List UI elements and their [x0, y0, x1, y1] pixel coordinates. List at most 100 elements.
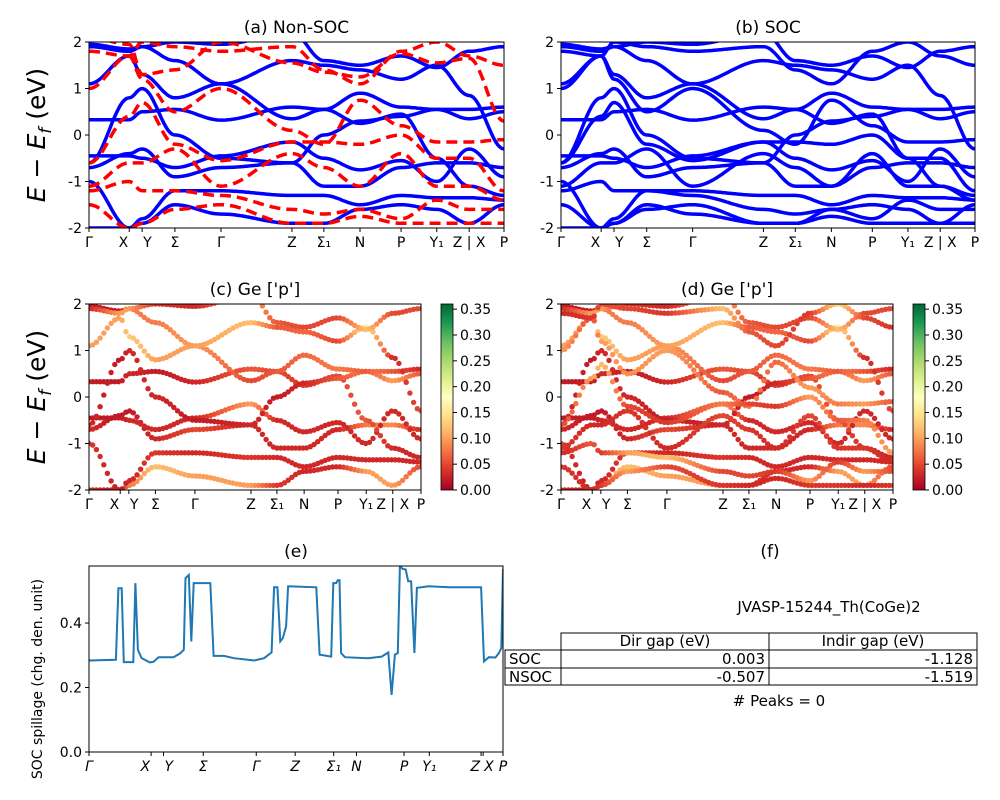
projected-band-point [868, 411, 874, 417]
x-tick-label: N [299, 497, 309, 513]
panel-c-title: (c) Ge ['p'] [210, 280, 300, 300]
red-dashed-band-3 [89, 147, 504, 202]
projected-band-point [403, 379, 409, 385]
projected-band-point [879, 468, 885, 475]
projected-band-point [252, 482, 258, 489]
projected-band-point [868, 482, 874, 489]
projected-band-point [576, 479, 583, 485]
projected-band-point [613, 413, 619, 419]
projected-band-point [753, 371, 760, 377]
projected-band-point [687, 433, 693, 439]
projected-band-point [849, 341, 856, 347]
x-tick-label: Γ [85, 759, 94, 775]
projected-band-point [853, 368, 859, 375]
projected-band-point [812, 396, 819, 402]
colorbar [440, 303, 454, 491]
x-tick-label: N [351, 759, 362, 775]
projected-band-point [374, 427, 380, 433]
projected-band-point [363, 422, 369, 428]
projected-band-point [137, 367, 144, 373]
projected-band-point [890, 468, 893, 475]
projected-band-point [857, 457, 863, 463]
projected-band-point [344, 424, 350, 431]
projected-band-point [130, 335, 136, 341]
colorbar-tick-label: 0.15 [460, 406, 491, 422]
projected-band-point [418, 464, 421, 470]
projected-band-point [864, 482, 870, 489]
projected-band-point [849, 457, 856, 463]
projected-band-point [285, 373, 291, 380]
x-tick-label: Γ [663, 497, 671, 513]
projected-band-point [263, 454, 269, 461]
colorbar-tick-label: 0.05 [932, 457, 963, 473]
projected-band-point [576, 392, 583, 398]
projected-band-point [846, 417, 852, 423]
projected-band-point [846, 401, 852, 407]
projected-band-point [289, 386, 295, 392]
blue-band-7 [561, 42, 975, 151]
projected-band-point [823, 409, 830, 415]
projected-band-point [381, 347, 387, 353]
projected-band-point [761, 378, 767, 384]
projected-band-point [93, 379, 100, 385]
projected-band-point [702, 369, 708, 376]
projected-band-point [370, 329, 376, 335]
projected-band-point [108, 478, 114, 484]
projected-band-point [890, 450, 893, 456]
projected-band-point [152, 450, 159, 456]
projected-band-point [698, 375, 704, 382]
projected-band-point [882, 444, 889, 451]
projected-band-point [849, 422, 856, 429]
projected-band-point [119, 378, 125, 384]
projected-band-point [396, 480, 402, 486]
axes-frame [88, 565, 504, 753]
projected-band-point [248, 454, 254, 461]
projected-band-point [281, 365, 288, 372]
projected-band-point [569, 470, 575, 476]
panel-a: (a) Non-SOC -2 -1 0 1 2 Γ X Y Σ Γ Z Σ₁ N P Y₁ Z | X P E − … [22, 18, 508, 251]
x-tick-label: Y [601, 497, 611, 513]
y-tick-label: 0 [73, 128, 82, 144]
projected-band-point [602, 340, 608, 347]
projected-band-point [580, 384, 586, 391]
projected-band-point [222, 363, 229, 369]
blue-band-13 [561, 179, 975, 221]
colorbar-tick-label: 0.00 [932, 483, 963, 499]
projected-band-point [145, 352, 151, 359]
projected-band-point [189, 450, 195, 456]
projected-band-point [281, 371, 288, 377]
projected-band-point [728, 392, 734, 398]
x-tick-label: Σ₁ [742, 497, 756, 513]
projected-band-point [875, 482, 881, 489]
projected-band-point [849, 433, 856, 439]
projected-band-point [798, 316, 804, 322]
projected-band-point [846, 473, 852, 479]
projected-band-point [418, 408, 421, 414]
projected-band-point [639, 419, 645, 426]
blue-band-4 [561, 105, 975, 198]
projected-band-point [875, 474, 881, 480]
projected-band-point [263, 404, 269, 411]
x-tick-label: Z | X [924, 235, 957, 251]
projected-band-point [90, 442, 96, 448]
projected-band-point [101, 330, 107, 336]
projected-band-point [595, 305, 601, 311]
projected-band-point [879, 439, 885, 445]
projected-band-point [783, 336, 789, 343]
projected-band-point [694, 426, 701, 433]
projected-band-point [388, 457, 395, 463]
projected-band-point [392, 355, 398, 362]
projected-band-point [576, 470, 583, 476]
projected-band-point [348, 392, 354, 398]
projected-band-point [680, 349, 686, 355]
y-tick-label: -1 [68, 437, 82, 453]
projected-band-point [226, 366, 232, 372]
projected-band-point [890, 482, 893, 489]
projected-band-point [720, 454, 726, 461]
projected-band-point [104, 470, 111, 476]
projected-band-point [816, 420, 822, 427]
projected-band-point [385, 422, 391, 428]
peaks-count: # Peaks = 0 [733, 692, 825, 710]
projected-band-point [145, 455, 151, 461]
cell-soc-dir: 0.003 [722, 650, 765, 668]
